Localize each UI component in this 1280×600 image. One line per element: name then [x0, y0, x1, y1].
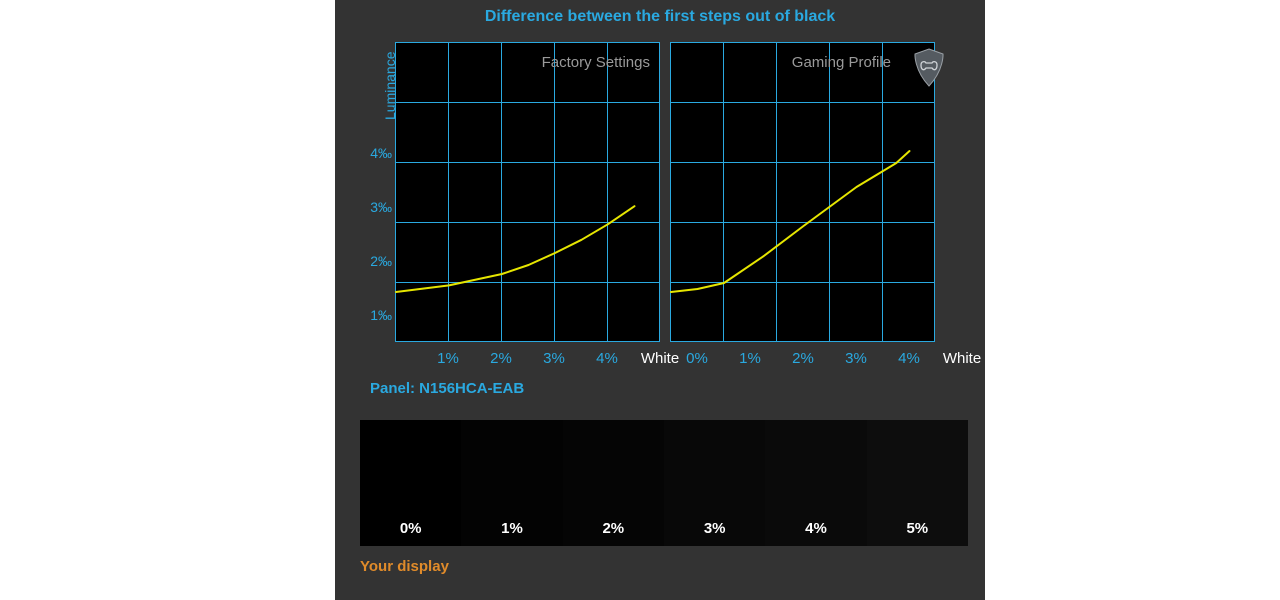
swatch-label: 3%: [664, 520, 765, 537]
gaming-shield-icon: [912, 48, 946, 88]
x-tick-label: 3%: [845, 350, 867, 367]
chart-left-label: Factory Settings: [542, 54, 650, 71]
chart-right: [670, 42, 935, 342]
x-tick-label: 2%: [490, 350, 512, 367]
swatch-label: 0%: [360, 520, 461, 537]
x-tick-label: 1%: [437, 350, 459, 367]
x-tick-label: 3%: [543, 350, 565, 367]
luminance-curve: [396, 43, 661, 343]
swatch-label: 5%: [867, 520, 968, 537]
x-tick-label: White: [641, 350, 679, 367]
your-display-label: Your display: [360, 558, 449, 575]
x-tick-label: 4%: [898, 350, 920, 367]
chart-title: Difference between the first steps out o…: [485, 8, 835, 26]
y-tick-label: 1‰: [370, 307, 392, 323]
chart-left: [395, 42, 660, 342]
y-tick-label: 4‰: [370, 145, 392, 161]
x-tick-label: 4%: [596, 350, 618, 367]
swatch-label: 2%: [563, 520, 664, 537]
x-tick-label: 1%: [739, 350, 761, 367]
y-tick-label: 2‰: [370, 253, 392, 269]
swatch-label: 4%: [765, 520, 866, 537]
y-tick-label: 3‰: [370, 199, 392, 215]
grayscale-strip: 0%1%2%3%4%5%: [360, 420, 968, 546]
panel-model-label: Panel: N156HCA-EAB: [370, 380, 524, 397]
x-tick-label: 2%: [792, 350, 814, 367]
chart-right-label: Gaming Profile: [792, 54, 891, 71]
x-tick-label: White: [943, 350, 981, 367]
x-tick-label: 0%: [686, 350, 708, 367]
swatch-label: 1%: [461, 520, 562, 537]
luminance-curve: [671, 43, 936, 343]
